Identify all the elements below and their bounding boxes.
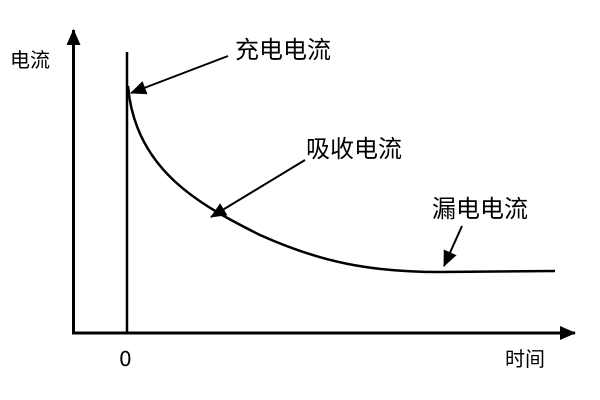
x-origin-label: 0 [119, 347, 132, 371]
absorption-arrow [210, 159, 306, 218]
charging-current-label: 充电电流 [235, 36, 331, 64]
current-curve [126, 85, 556, 274]
absorption-current-label: 吸收电流 [306, 135, 402, 163]
x-axis-label: 时间 [505, 347, 545, 371]
charging-arrow [130, 55, 229, 95]
y-axis-label: 电流 [10, 48, 50, 72]
leakage-current-label: 漏电电流 [432, 195, 528, 223]
leakage-arrow [443, 225, 463, 267]
